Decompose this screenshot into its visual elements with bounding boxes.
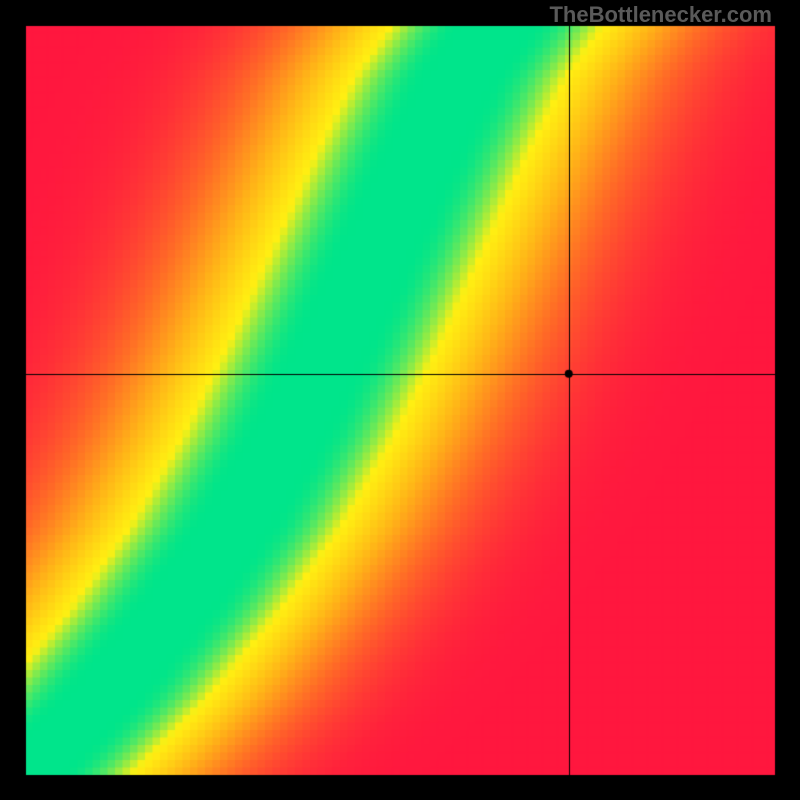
bottleneck-heatmap	[0, 0, 800, 800]
watermark-text: TheBottlenecker.com	[549, 2, 772, 28]
chart-container: { "canvas": { "width": 800, "height": 80…	[0, 0, 800, 800]
